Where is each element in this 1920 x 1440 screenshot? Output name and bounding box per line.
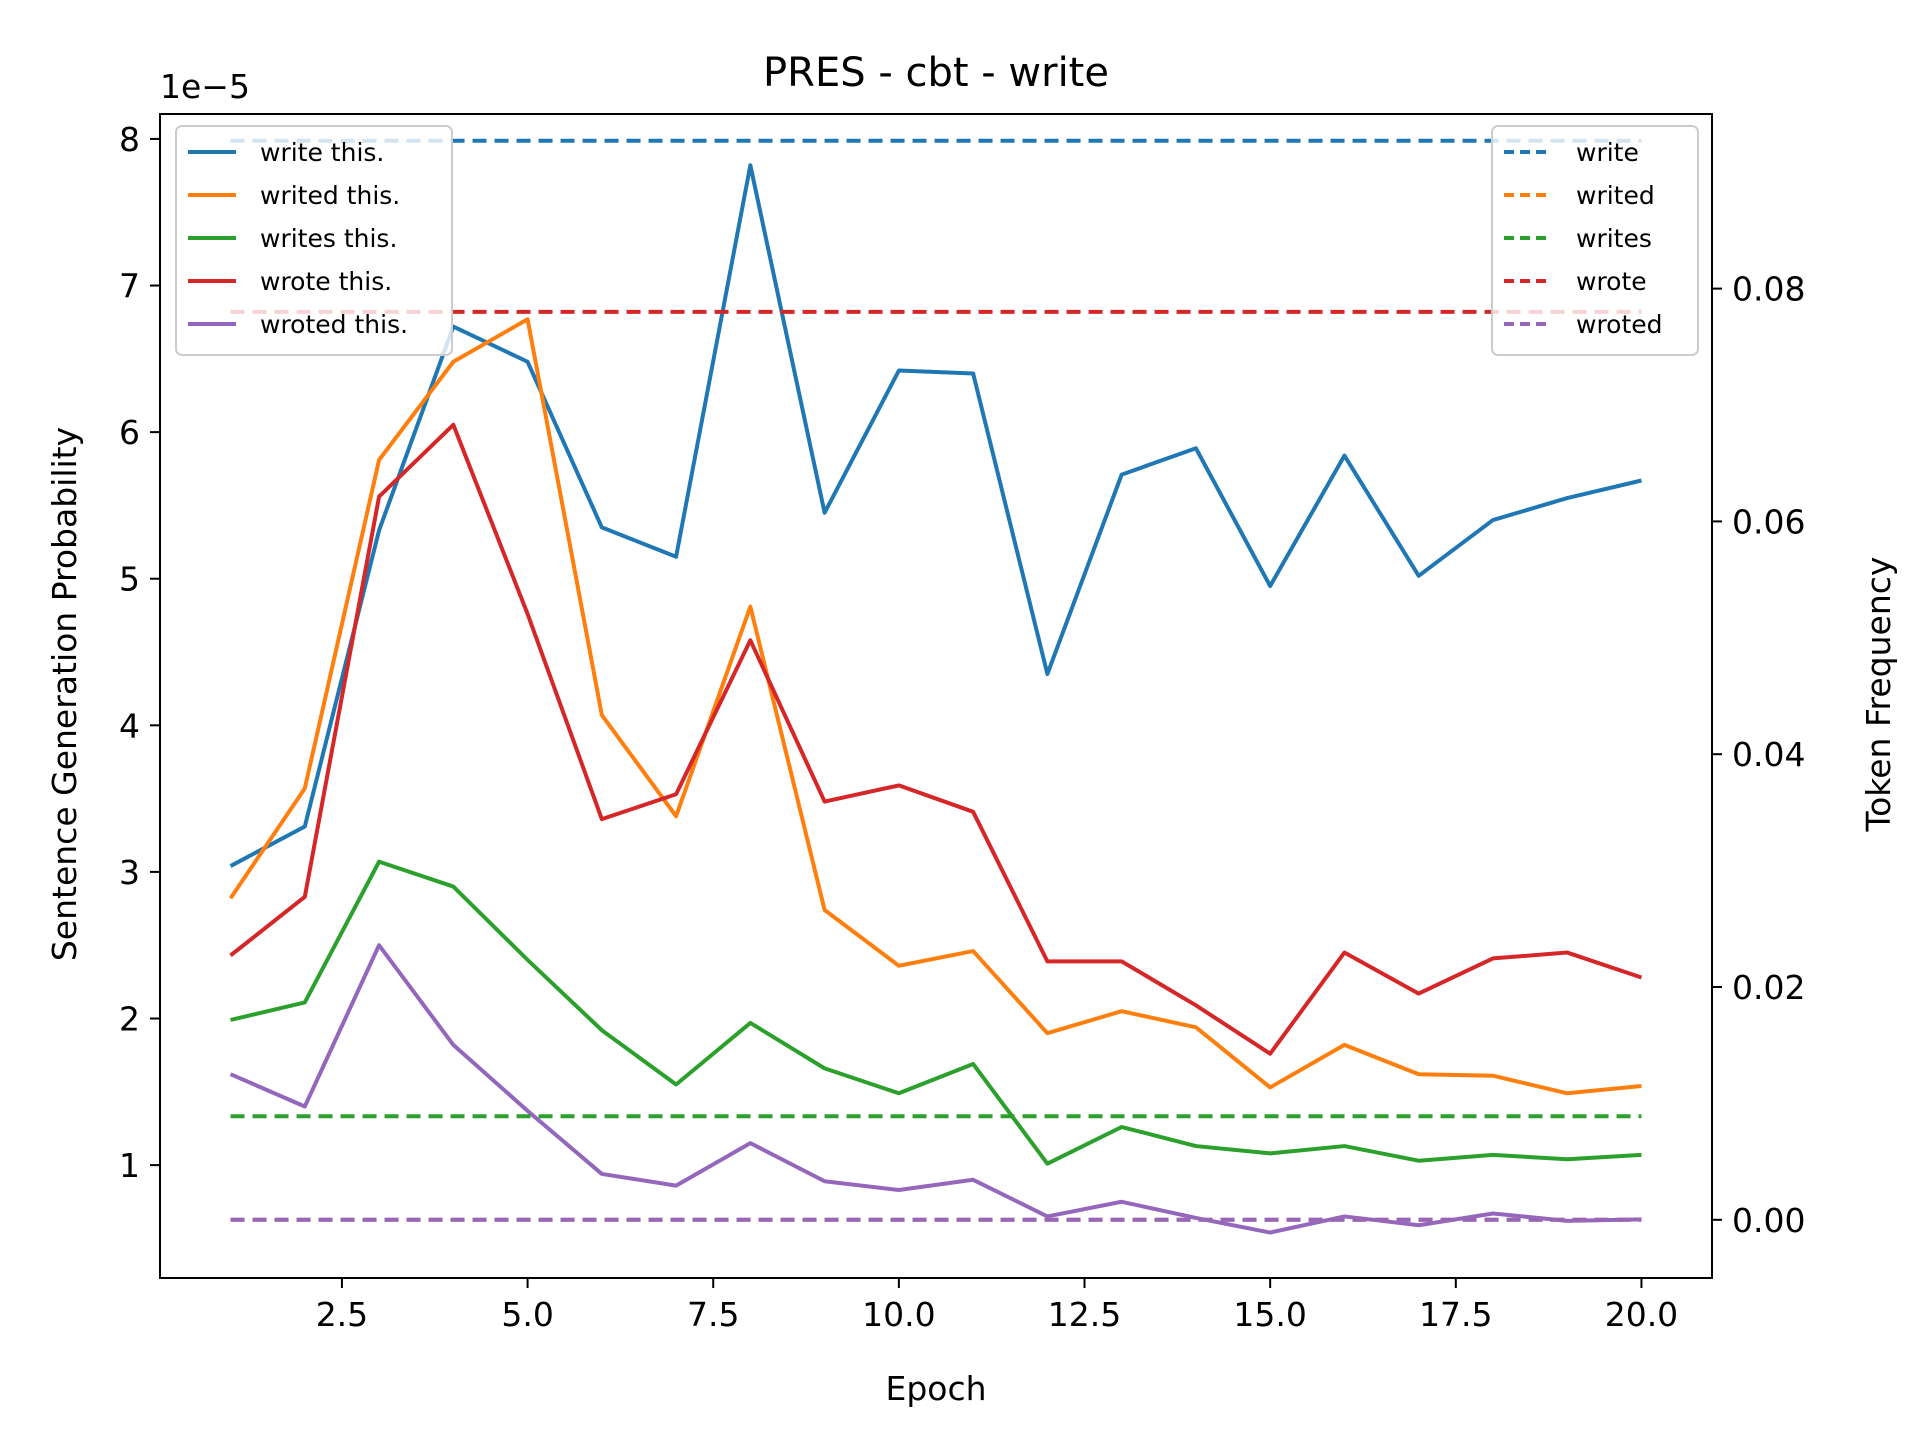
- legend-tokens-label: wroted: [1576, 310, 1663, 339]
- x-tick-label: 2.5: [316, 1295, 368, 1334]
- y-tick-label: 5: [119, 560, 140, 599]
- x-tick-label: 17.5: [1419, 1295, 1492, 1334]
- x-tick-label: 7.5: [687, 1295, 739, 1334]
- legend-sentences-label: wrote this.: [260, 267, 392, 296]
- x-tick-label: 12.5: [1048, 1295, 1121, 1334]
- series-line-1: [229, 163, 1642, 868]
- x-tick-label: 20.0: [1605, 1295, 1678, 1334]
- legend-tokens-label: write: [1576, 138, 1639, 167]
- plot-frame: [159, 113, 1713, 1279]
- legend-sentences-box: [175, 125, 453, 356]
- y-axis-title: Sentence Generation Probability: [45, 427, 84, 961]
- y2-tick-label: 0.02: [1732, 968, 1805, 1007]
- legend-sentences: write this. writed this. writes this. wrote…: [175, 125, 453, 356]
- y-tick-label: 1: [119, 1146, 140, 1185]
- legend-tokens-label: writed: [1576, 181, 1655, 210]
- x-tick-label: 10.0: [862, 1295, 935, 1334]
- y2-axis-title: Token Frequency: [1859, 557, 1898, 833]
- legend-tokens: write writed writes wrote wroted: [1491, 125, 1699, 356]
- series-line-3: [230, 859, 1642, 1166]
- series-line-5: [229, 943, 1642, 1235]
- legend-sentences-label: writed this.: [260, 181, 400, 210]
- legend-tokens-box: [1491, 125, 1699, 356]
- y-tick-label: 6: [119, 413, 140, 452]
- chart-title: PRES - cbt - write: [763, 50, 1109, 96]
- x-axis-title: Epoch: [885, 1369, 986, 1408]
- x-tick-label: 5.0: [501, 1295, 553, 1334]
- legend-tokens-label: writes: [1576, 224, 1652, 253]
- y-tick-label: 3: [119, 853, 140, 892]
- y2-tick-label: 0.08: [1732, 270, 1805, 309]
- series-line-2: [228, 317, 1642, 1096]
- legend-sentences-label: writes this.: [260, 224, 397, 253]
- y-axis-offset-label: 1e−5: [160, 67, 250, 106]
- y2-tick-label: 0.04: [1732, 735, 1805, 774]
- legend-sentences-label: write this.: [260, 138, 384, 167]
- y-tick-label: 7: [119, 267, 140, 306]
- y-tick-label: 4: [119, 706, 140, 745]
- y-tick-label: 2: [119, 1000, 140, 1039]
- plot-area: 2.5 5.0 7.5 10.0 12.5 15.0 17.5 20.0 1 2 3 4 5 6 7 8 0.0…: [119, 113, 1805, 1334]
- legend-sentences-label: wroted this.: [260, 310, 408, 339]
- y2-tick-label: 0.06: [1732, 502, 1805, 541]
- series-line-4: [229, 422, 1643, 1056]
- x-tick-label: 15.0: [1233, 1295, 1306, 1334]
- legend-tokens-label: wrote: [1576, 267, 1647, 296]
- y2-tick-label: 0.00: [1732, 1201, 1805, 1240]
- y-tick-label: 8: [119, 120, 140, 159]
